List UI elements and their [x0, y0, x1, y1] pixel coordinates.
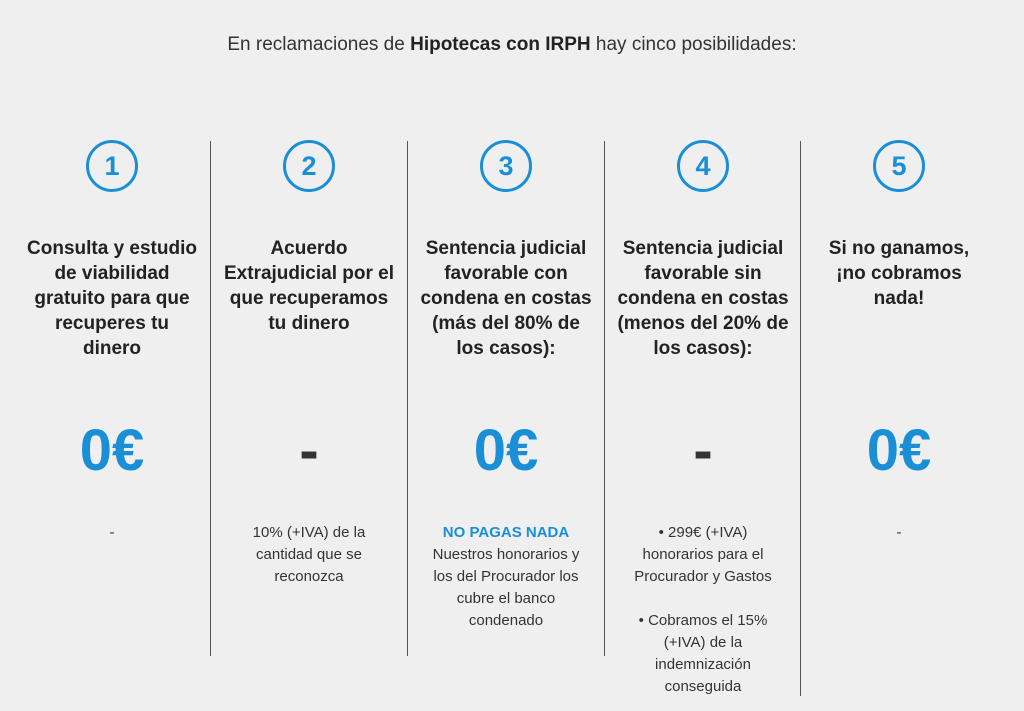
options-row: 1 Consulta y estudio de viabilidad gratu…: [14, 138, 1010, 708]
column-divider: [604, 141, 605, 656]
number-circle: 5: [873, 140, 925, 192]
desc-line: • 299€ (+IVA) honorarios para el Procura…: [634, 524, 772, 585]
option-title: Sentencia judicial favorable con condena…: [420, 238, 592, 359]
option-title: Sentencia judicial favorable sin condena…: [617, 238, 789, 359]
desc-line: -: [109, 524, 115, 541]
intro-text: En reclamaciones de Hipotecas con IRPH h…: [0, 34, 1024, 56]
desc-line: -: [896, 524, 902, 541]
intro-prefix: En reclamaciones de: [227, 34, 411, 55]
number-circle: 3: [480, 140, 532, 192]
option-desc: -: [14, 522, 210, 544]
option-desc: NO PAGAS NADA Nuestros honorarios y los …: [408, 522, 604, 632]
desc-line: • Cobramos el 15% (+IVA) de la indemniza…: [638, 612, 768, 695]
desc-line: Nuestros honorarios y los del Procurador…: [432, 546, 580, 629]
column-divider: [800, 141, 801, 696]
option-title: Acuerdo Extrajudicial por el que recuper…: [224, 238, 394, 334]
option-desc: -: [801, 522, 997, 544]
option-price: 0€: [473, 418, 539, 483]
option-title: Si no ganamos, ¡no cobramos nada!: [828, 238, 970, 309]
number-circle: 4: [677, 140, 729, 192]
option-price: 0€: [866, 418, 932, 483]
option-4: 4 Sentencia judicial favorable sin conde…: [605, 138, 801, 708]
column-divider: [210, 141, 211, 656]
option-title: Consulta y estudio de viabilidad gratuit…: [27, 238, 197, 359]
option-3: 3 Sentencia judicial favorable con conde…: [408, 138, 604, 708]
number-circle: 1: [86, 140, 138, 192]
column-divider: [407, 141, 408, 656]
highlight-text: NO PAGAS NADA: [442, 524, 570, 541]
option-desc: 10% (+IVA) de la cantidad que se reconoz…: [211, 522, 407, 588]
number-circle: 2: [283, 140, 335, 192]
option-desc: • 299€ (+IVA) honorarios para el Procura…: [605, 522, 801, 698]
option-1: 1 Consulta y estudio de viabilidad gratu…: [14, 138, 210, 708]
option-5: 5 Si no ganamos, ¡no cobramos nada! 0€ -: [801, 138, 997, 708]
intro-suffix: hay cinco posibilidades:: [590, 34, 797, 55]
option-price: 0€: [79, 418, 145, 483]
desc-line: 10% (+IVA) de la cantidad que se reconoz…: [252, 524, 366, 585]
option-2: 2 Acuerdo Extrajudicial por el que recup…: [211, 138, 407, 708]
intro-bold: Hipotecas con IRPH: [410, 34, 591, 55]
option-price: -: [693, 418, 713, 483]
option-price: -: [299, 418, 319, 483]
